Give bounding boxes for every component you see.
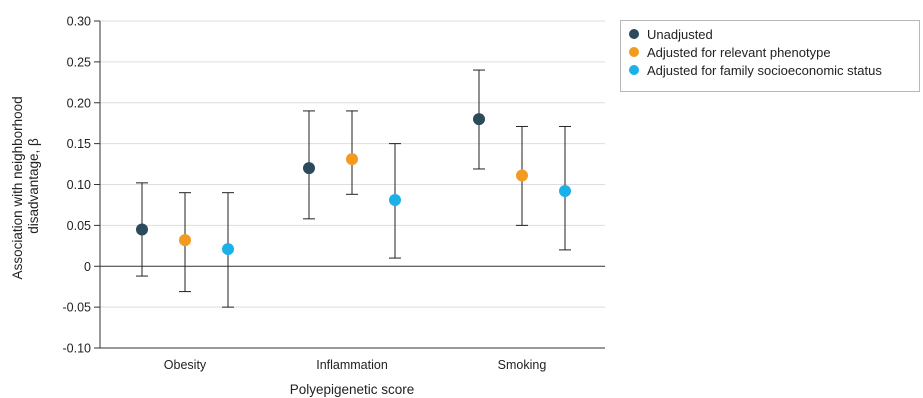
- y-tick-label: 0.05: [67, 219, 91, 233]
- y-tick-label: 0.25: [67, 55, 91, 69]
- data-point-group: [346, 110, 358, 195]
- x-tick-label: Inflammation: [316, 358, 388, 372]
- legend: Unadjusted Adjusted for relevant phenoty…: [620, 20, 920, 92]
- legend-label: Adjusted for family socioeconomic status: [647, 62, 882, 78]
- data-point: [346, 153, 358, 166]
- data-point: [303, 162, 315, 175]
- y-tick-label: 0.15: [67, 137, 91, 151]
- data-point-group: [303, 110, 315, 220]
- y-axis-title: Association with neighborhood disadvanta…: [10, 93, 41, 280]
- y-tick-label: 0: [84, 260, 91, 274]
- y-tick-label: -0.10: [63, 342, 92, 356]
- data-point-group: [179, 192, 191, 293]
- data-point-group: [136, 182, 148, 277]
- legend-swatch-adjusted-ses: [629, 65, 639, 75]
- data-point-group: [222, 192, 234, 308]
- y-tick-label: 0.10: [67, 178, 91, 192]
- data-point: [179, 234, 191, 247]
- data-point: [516, 169, 528, 182]
- legend-item-unadjusted: Unadjusted: [629, 25, 919, 43]
- data-point: [559, 185, 571, 198]
- legend-swatch-unadjusted: [629, 29, 639, 39]
- legend-label: Unadjusted: [647, 26, 713, 42]
- data-point-group: [559, 125, 571, 251]
- data-point: [136, 223, 148, 236]
- data-point: [222, 243, 234, 256]
- legend-item-adjusted-phenotype: Adjusted for relevant phenotype: [629, 43, 919, 61]
- data-point: [473, 113, 485, 126]
- data-point-group: [473, 69, 485, 170]
- legend-label: Adjusted for relevant phenotype: [647, 44, 831, 60]
- x-tick-labels: Obesity Inflammation Smoking: [164, 358, 547, 372]
- y-axis-title-line-2: disadvantage, β: [26, 138, 41, 234]
- x-tick-label: Smoking: [498, 358, 547, 372]
- y-tick-labels: -0.10 -0.05 0 0.05 0.10 0.15 0.20 0.25 0.30: [63, 15, 92, 356]
- axes: [94, 20, 605, 349]
- legend-swatch-adjusted-phenotype: [629, 47, 639, 57]
- y-tick-label: 0.30: [67, 15, 91, 29]
- data-point-group: [389, 143, 401, 259]
- x-tick-label: Obesity: [164, 358, 207, 372]
- y-axis-title-line-1: Association with neighborhood: [10, 96, 25, 279]
- y-tick-label: 0.20: [67, 96, 91, 110]
- legend-item-adjusted-ses: Adjusted for family socioeconomic status: [629, 61, 919, 79]
- y-tick-label: -0.05: [63, 301, 92, 315]
- data-point: [389, 194, 401, 207]
- x-axis-title: Polyepigenetic score: [290, 382, 415, 397]
- data-marks: [136, 69, 571, 308]
- data-point-group: [516, 125, 528, 226]
